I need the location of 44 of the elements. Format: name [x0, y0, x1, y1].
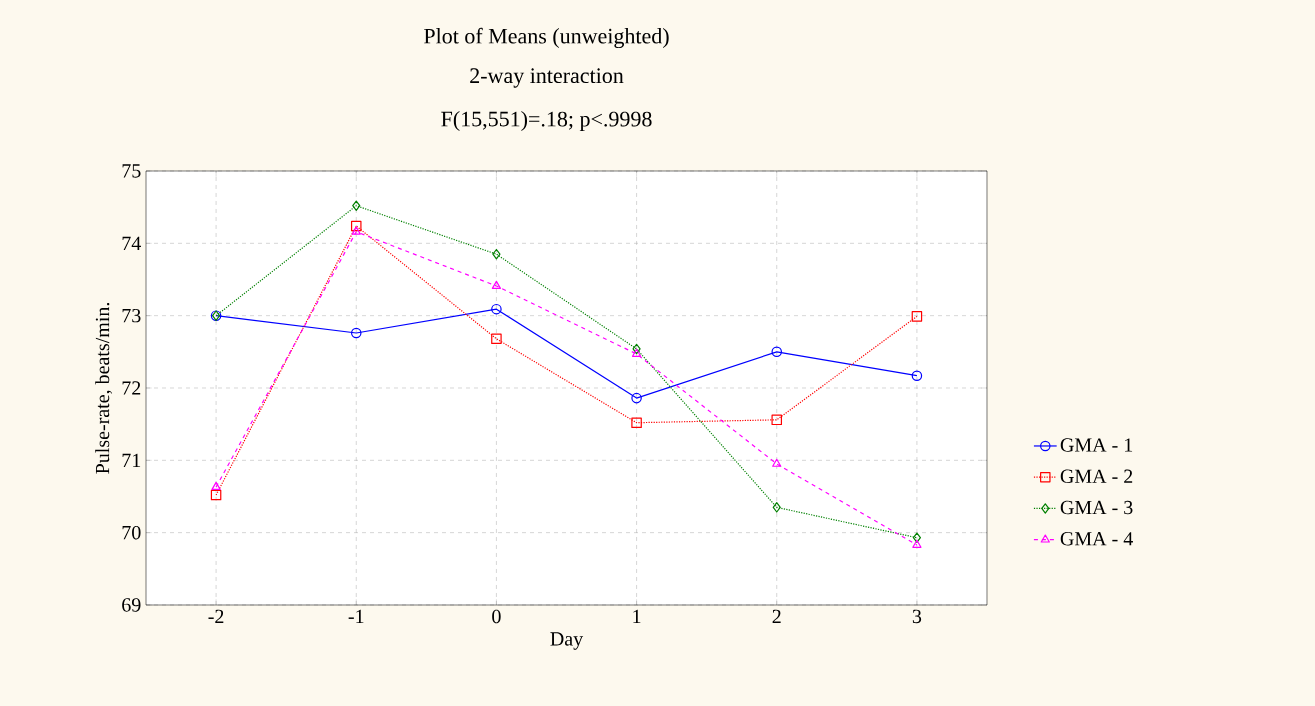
- y-axis-title: Pulse-rate, beats/min.: [95, 302, 113, 474]
- legend-label: GMA - 1: [1060, 438, 1133, 452]
- y-tick-label: 74: [122, 236, 141, 250]
- point: [911, 370, 923, 381]
- x-axis-title: Day: [550, 632, 584, 650]
- point: [771, 414, 783, 426]
- text: F(15,551)=.18; p<.9998: [441, 111, 652, 131]
- legend-label: GMA - 2: [1060, 469, 1133, 484]
- chart-subtitle: 2-way interaction: [470, 68, 624, 88]
- point: [631, 392, 642, 404]
- x-tick-label: 2: [772, 609, 781, 623]
- y-tick-label: 72: [122, 381, 141, 395]
- point: [491, 280, 502, 289]
- x-tick-label: 0: [492, 609, 501, 624]
- point: [210, 489, 222, 501]
- point: [491, 303, 502, 315]
- point: [211, 481, 221, 491]
- point: [772, 458, 782, 467]
- point: [632, 343, 641, 355]
- point: [912, 539, 922, 548]
- point: [491, 333, 502, 345]
- y-tick-label: 71: [122, 453, 141, 467]
- point: [350, 220, 362, 232]
- point: [350, 327, 362, 339]
- x-tick-label: 1: [633, 609, 641, 623]
- chart-title: Plot of Means (unweighted): [424, 27, 669, 49]
- point: [351, 226, 361, 235]
- point: [912, 532, 922, 543]
- legend-label: GMA - 4: [1060, 532, 1133, 546]
- point: [631, 348, 642, 357]
- point: [352, 200, 361, 211]
- y-tick-label: 70: [122, 525, 141, 540]
- point: [771, 346, 783, 358]
- point: [772, 502, 781, 513]
- point: [492, 248, 501, 260]
- point: [911, 311, 923, 322]
- x-tick-label: -1: [348, 609, 364, 623]
- y-tick-label: 73: [122, 308, 141, 323]
- legend-label: GMA - 3: [1060, 500, 1133, 515]
- y-tick-label: 69: [122, 598, 141, 612]
- y-tick-label: 75: [122, 164, 141, 178]
- point: [631, 417, 642, 428]
- x-tick-label: 3: [912, 609, 922, 624]
- x-tick-label: -2: [208, 609, 224, 623]
